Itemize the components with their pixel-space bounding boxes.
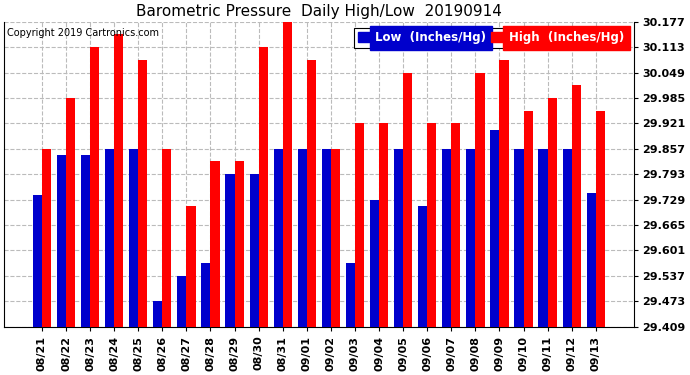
Legend: Low  (Inches/Hg), High  (Inches/Hg): Low (Inches/Hg), High (Inches/Hg) bbox=[354, 28, 628, 48]
Bar bbox=[500, 60, 509, 327]
Bar bbox=[418, 206, 427, 327]
Bar bbox=[307, 60, 316, 327]
Bar bbox=[586, 193, 595, 327]
Bar bbox=[42, 149, 51, 327]
Bar bbox=[90, 47, 99, 327]
Text: Copyright 2019 Cartronics.com: Copyright 2019 Cartronics.com bbox=[8, 28, 159, 38]
Bar bbox=[259, 47, 268, 327]
Bar bbox=[491, 130, 500, 327]
Bar bbox=[33, 195, 42, 327]
Bar bbox=[562, 149, 572, 327]
Bar bbox=[105, 149, 114, 327]
Bar bbox=[250, 174, 259, 327]
Bar bbox=[524, 111, 533, 327]
Bar bbox=[370, 200, 379, 327]
Bar bbox=[538, 149, 548, 327]
Bar bbox=[331, 149, 340, 327]
Bar bbox=[210, 162, 219, 327]
Bar bbox=[129, 149, 138, 327]
Bar bbox=[177, 276, 186, 327]
Bar bbox=[394, 149, 403, 327]
Bar bbox=[515, 149, 524, 327]
Bar bbox=[66, 98, 75, 327]
Bar bbox=[283, 22, 292, 327]
Bar bbox=[548, 98, 557, 327]
Bar bbox=[57, 155, 66, 327]
Bar bbox=[297, 149, 307, 327]
Title: Barometric Pressure  Daily High/Low  20190914: Barometric Pressure Daily High/Low 20190… bbox=[136, 4, 502, 19]
Bar bbox=[162, 149, 172, 327]
Bar bbox=[355, 123, 364, 327]
Bar bbox=[451, 123, 460, 327]
Bar bbox=[403, 72, 413, 327]
Bar bbox=[466, 149, 475, 327]
Bar bbox=[114, 34, 124, 327]
Bar bbox=[427, 123, 436, 327]
Bar bbox=[138, 60, 148, 327]
Bar bbox=[235, 162, 244, 327]
Bar bbox=[346, 263, 355, 327]
Bar bbox=[274, 149, 283, 327]
Bar bbox=[81, 155, 90, 327]
Bar bbox=[379, 123, 388, 327]
Bar bbox=[201, 263, 210, 327]
Bar bbox=[226, 174, 235, 327]
Bar bbox=[153, 301, 162, 327]
Bar bbox=[475, 72, 484, 327]
Bar bbox=[322, 149, 331, 327]
Bar bbox=[186, 206, 195, 327]
Bar bbox=[572, 85, 581, 327]
Bar bbox=[595, 111, 605, 327]
Bar bbox=[442, 149, 451, 327]
